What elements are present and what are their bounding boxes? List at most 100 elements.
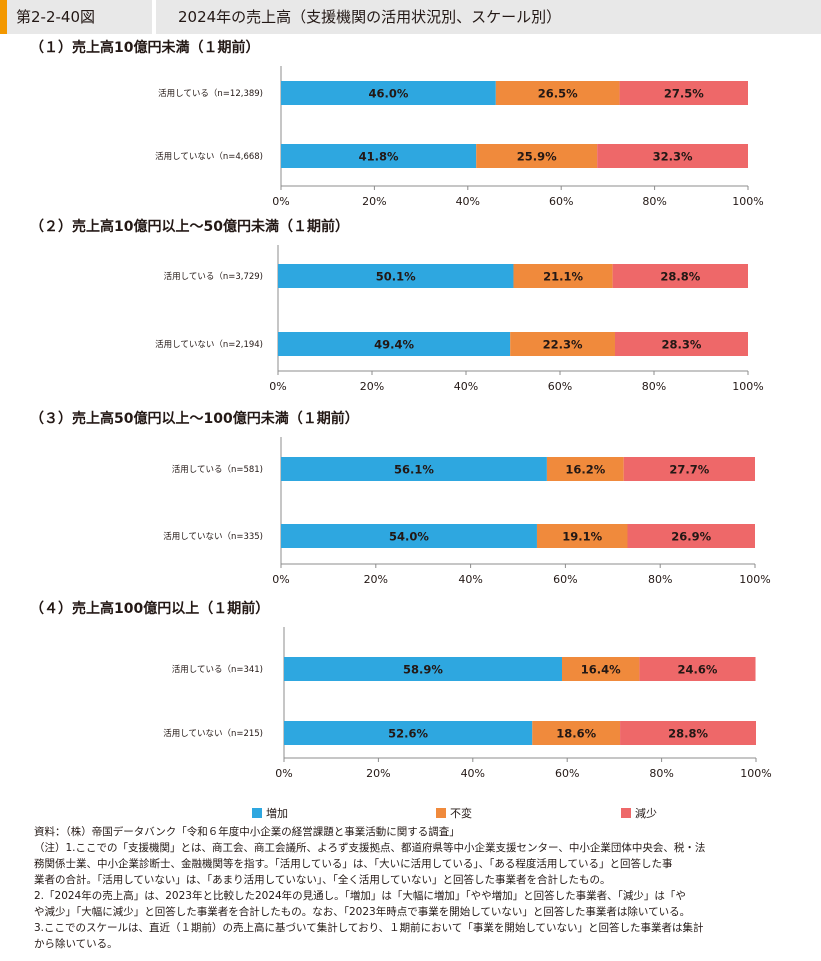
- note-line: 務関係士業、中小企業診断士、金融機関等を指す。「活用している」は、「大いに活用し…: [34, 858, 673, 870]
- bar-segment-increase: [281, 81, 496, 105]
- data-label: 49.4%: [374, 338, 414, 352]
- note-line: 2.「2024年の売上高」は、2023年と比較した2024年の見通し。「増加」は…: [34, 890, 686, 902]
- note-line: 3.ここでのスケールは、直近（１期前）の売上高に基づいて集計しており、１期前にお…: [34, 922, 704, 934]
- category-label: 活用している（n=341): [172, 664, 263, 675]
- data-label: 28.3%: [662, 338, 702, 352]
- data-label: 27.7%: [669, 463, 709, 477]
- x-tick-label: 100%: [732, 380, 763, 393]
- bar-segment-increase: [284, 721, 533, 745]
- x-tick-label: 20%: [362, 195, 386, 208]
- data-label: 19.1%: [562, 530, 602, 544]
- x-tick-label: 0%: [269, 380, 286, 393]
- note-line: 資料：（株）帝国データバンク「令和６年度中小企業の経営課題と事業活動に関する調査…: [34, 826, 460, 838]
- bar-segment-decrease: [619, 81, 748, 105]
- data-label: 18.6%: [556, 727, 596, 741]
- legend-item-unchanged: 不変: [436, 805, 472, 823]
- bar-segment-decrease: [612, 264, 748, 288]
- legend-swatch-increase: [252, 808, 262, 818]
- data-label: 28.8%: [668, 727, 708, 741]
- x-tick-label: 0%: [272, 195, 289, 208]
- bar-segment-unchanged: [562, 657, 640, 681]
- x-tick-label: 40%: [458, 573, 482, 586]
- data-label: 22.3%: [543, 338, 583, 352]
- legend-label-decrease: 減少: [635, 807, 657, 820]
- data-label: 56.1%: [394, 463, 434, 477]
- x-tick-label: 80%: [642, 195, 666, 208]
- bar-segment-decrease: [614, 332, 748, 356]
- bar-segment-decrease: [623, 457, 755, 481]
- category-label: 活用していない（n=4,668): [155, 151, 263, 162]
- category-label: 活用している（n=12,389): [158, 88, 263, 99]
- bar-segment-decrease: [620, 721, 756, 745]
- bar-segment-unchanged: [510, 332, 615, 356]
- data-label: 41.8%: [359, 150, 399, 164]
- legend-item-decrease: 減少: [621, 805, 657, 823]
- x-tick-label: 80%: [642, 380, 666, 393]
- note-line: や減少」「大幅に減少」と回答した事業者を合計したもの。なお、「2023年時点で事…: [34, 906, 691, 918]
- x-tick-label: 20%: [364, 573, 388, 586]
- category-label: 活用していない（n=2,194): [155, 339, 263, 350]
- bar-segment-unchanged: [536, 524, 628, 548]
- x-tick-label: 60%: [555, 767, 579, 780]
- x-tick-label: 100%: [739, 573, 770, 586]
- bar-segment-unchanged: [495, 81, 620, 105]
- bar-segment-increase: [281, 144, 477, 168]
- data-label: 24.6%: [678, 663, 718, 677]
- data-label: 58.9%: [403, 663, 443, 677]
- data-label: 52.6%: [388, 727, 428, 741]
- header-accent-bar: [0, 0, 7, 34]
- x-tick-label: 0%: [275, 767, 292, 780]
- chart-title: （２）売上高10億円以上～50億円未満（１期前）: [30, 218, 349, 235]
- x-tick-label: 80%: [649, 767, 673, 780]
- bar-segment-increase: [281, 524, 537, 548]
- data-label: 28.8%: [660, 270, 700, 284]
- x-tick-label: 20%: [360, 380, 384, 393]
- data-label: 26.9%: [671, 530, 711, 544]
- data-label: 16.4%: [581, 663, 621, 677]
- data-label: 46.0%: [368, 87, 408, 101]
- data-label: 21.1%: [543, 270, 583, 284]
- bar-segment-increase: [281, 457, 547, 481]
- x-tick-label: 100%: [740, 767, 771, 780]
- data-label: 50.1%: [376, 270, 416, 284]
- category-label: 活用している（n=3,729): [164, 271, 263, 282]
- x-tick-label: 0%: [272, 573, 289, 586]
- legend-label-unchanged: 不変: [450, 807, 472, 820]
- chart-title: （１）売上高10億円未満（１期前）: [30, 39, 259, 56]
- bar-segment-increase: [278, 332, 511, 356]
- bar-segment-unchanged: [546, 457, 624, 481]
- data-label: 27.5%: [664, 87, 704, 101]
- legend-item-increase: 増加: [252, 805, 288, 823]
- data-label: 16.2%: [565, 463, 605, 477]
- figure-title: 2024年の売上高（支援機関の活用状況別、スケール別）: [178, 8, 562, 26]
- header-separator: [152, 0, 156, 34]
- stacked-bar-charts: （１）売上高10億円未満（１期前） 0% 20% 40% 60% 80% 100% 活用してい…: [30, 39, 772, 780]
- bar-segment-decrease: [597, 144, 748, 168]
- category-label: 活用している（n=581): [172, 464, 263, 475]
- figure-number: 第2-2-40図: [16, 8, 95, 26]
- x-tick-label: 80%: [648, 573, 672, 586]
- x-tick-label: 20%: [366, 767, 390, 780]
- bar-segment-unchanged: [532, 721, 621, 745]
- bar-segment-unchanged: [513, 264, 613, 288]
- note-line: から除いている。: [34, 938, 118, 950]
- bar-segment-increase: [284, 657, 563, 681]
- x-tick-label: 60%: [548, 380, 572, 393]
- x-tick-label: 40%: [461, 767, 485, 780]
- chart-title: （４）売上高100億円以上（１期前）: [30, 600, 269, 617]
- data-label: 54.0%: [389, 530, 429, 544]
- note-line: （注）1.ここでの「支援機関」とは、商工会、商工会議所、よろず支援拠点、都道府県…: [34, 842, 706, 854]
- data-label: 32.3%: [653, 150, 693, 164]
- x-tick-label: 40%: [456, 195, 480, 208]
- x-tick-label: 60%: [553, 573, 577, 586]
- figure-header: 第2-2-40図 2024年の売上高（支援機関の活用状況別、スケール別）: [0, 0, 821, 34]
- legend-swatch-decrease: [621, 808, 631, 818]
- data-label: 25.9%: [517, 150, 557, 164]
- bar-segment-decrease: [639, 657, 756, 681]
- legend-swatch-unchanged: [436, 808, 446, 818]
- x-tick-label: 40%: [454, 380, 478, 393]
- bar-segment-decrease: [627, 524, 755, 548]
- bar-segment-unchanged: [476, 144, 598, 168]
- source-and-notes: 資料：（株）帝国データバンク「令和６年度中小企業の経営課題と事業活動に関する調査…: [34, 824, 804, 952]
- category-label: 活用していない（n=335): [163, 531, 263, 542]
